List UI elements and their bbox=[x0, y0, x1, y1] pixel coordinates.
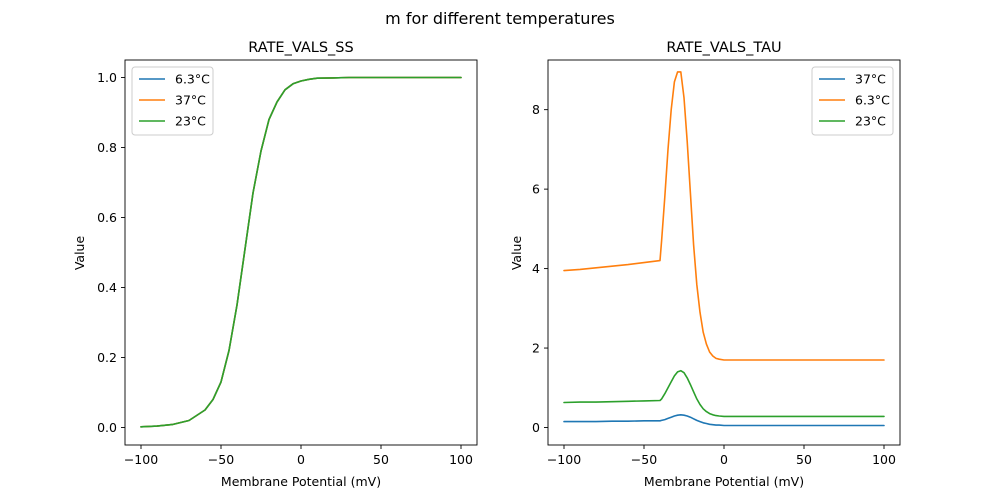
tau-x-tick-label: 0 bbox=[720, 452, 728, 467]
tau-chart-panel: RATE_VALS_TAU Membrane Potential (mV) Va… bbox=[509, 40, 901, 489]
ss-x-tick-label: 100 bbox=[449, 452, 473, 467]
ss-legend-label: 6.3°C bbox=[175, 72, 210, 87]
ss-x-tick-label: −50 bbox=[208, 452, 234, 467]
tau-y-axis-label: Value bbox=[509, 236, 524, 271]
tau-legend-label: 37°C bbox=[855, 72, 886, 87]
tau-x-axis-label: Membrane Potential (mV) bbox=[644, 474, 804, 489]
ss-x-tick-label: 50 bbox=[373, 452, 389, 467]
ss-y-tick-label: 0.4 bbox=[97, 280, 117, 295]
tau-y-tick-label: 2 bbox=[532, 341, 540, 356]
tau-series-line-1 bbox=[563, 71, 885, 361]
ss-y-tick-label: 0.8 bbox=[97, 140, 117, 155]
ss-x-axis-label: Membrane Potential (mV) bbox=[221, 474, 381, 489]
ss-y-axis-label: Value bbox=[72, 236, 87, 271]
tau-x-tick-label: −100 bbox=[547, 452, 581, 467]
ss-x-tick-label: 0 bbox=[297, 452, 305, 467]
ss-chart-title: RATE_VALS_SS bbox=[248, 40, 353, 56]
ss-chart-panel: RATE_VALS_SS Membrane Potential (mV) Val… bbox=[72, 40, 478, 489]
ss-series-line-2 bbox=[140, 76, 462, 428]
tau-y-tick-label: 8 bbox=[532, 102, 540, 117]
ss-y-tick-label: 0.2 bbox=[97, 350, 117, 365]
ss-legend: 6.3°C 37°C 23°C bbox=[131, 66, 214, 136]
ss-plot-area: −100 −50 0 50 100 0.0 0.2 0.4 0.6 0.8 1.0 6.3°C 37°C… bbox=[97, 59, 478, 467]
tau-series-line-2 bbox=[563, 369, 885, 418]
tau-legend-label: 6.3°C bbox=[855, 93, 890, 108]
figure-suptitle: m for different temperatures bbox=[385, 9, 615, 28]
tau-chart-title: RATE_VALS_TAU bbox=[666, 40, 781, 56]
ss-x-tick-label: −100 bbox=[124, 452, 158, 467]
tau-legend: 37°C 6.3°C 23°C bbox=[811, 66, 894, 136]
tau-legend-box bbox=[811, 66, 894, 136]
ss-legend-label: 23°C bbox=[175, 114, 206, 129]
ss-legend-box bbox=[131, 66, 214, 136]
tau-x-tick-label: 100 bbox=[872, 452, 896, 467]
ss-y-tick-label: 0.6 bbox=[97, 210, 117, 225]
tau-y-tick-label: 0 bbox=[532, 420, 540, 435]
tau-y-tick-label: 4 bbox=[532, 261, 540, 276]
tau-plot-area: −100 −50 0 50 100 0 2 4 6 8 37°C 6.3°C 23°C bbox=[532, 59, 901, 467]
ss-y-tick-label: 1.0 bbox=[97, 70, 117, 85]
tau-legend-label: 23°C bbox=[855, 114, 886, 129]
tau-y-tick-label: 6 bbox=[532, 182, 540, 197]
tau-x-tick-label: 50 bbox=[796, 452, 812, 467]
tau-series-line-0 bbox=[563, 413, 885, 427]
tau-x-tick-label: −50 bbox=[631, 452, 657, 467]
ss-y-tick-label: 0.0 bbox=[97, 420, 117, 435]
ss-legend-label: 37°C bbox=[175, 93, 206, 108]
